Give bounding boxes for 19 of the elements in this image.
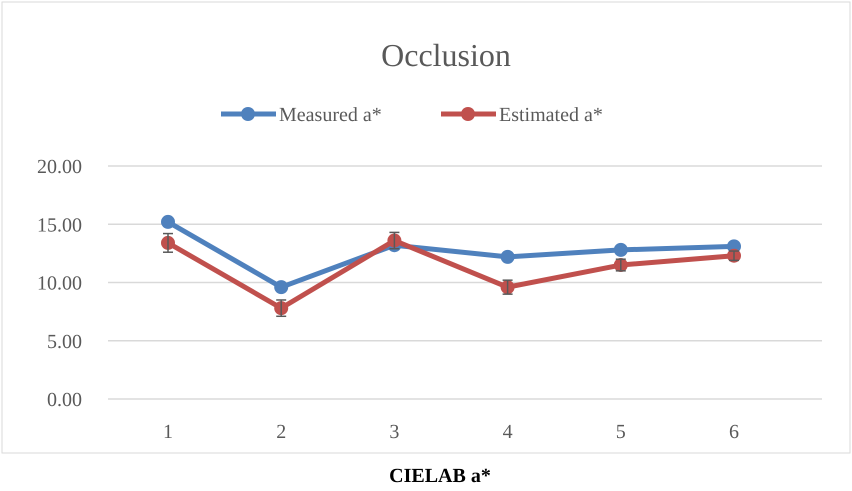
legend-label: Measured a* <box>279 104 382 126</box>
x-tick-label: 1 <box>163 421 173 443</box>
y-tick-label: 0.00 <box>47 389 82 411</box>
y-tick-label: 5.00 <box>47 330 82 353</box>
x-tick-label: 6 <box>729 421 739 443</box>
point <box>500 250 515 264</box>
legend-label: Estimated a* <box>499 104 603 126</box>
point <box>274 280 288 294</box>
point <box>161 214 175 229</box>
x-axis-title: CIELAB a* <box>389 465 491 487</box>
y-tick-label: 20.00 <box>37 156 82 178</box>
chart-title: Occlusion <box>381 37 511 73</box>
y-tick-label: 10.00 <box>37 272 82 294</box>
y-tick-label: 15.00 <box>37 214 82 236</box>
x-tick-label: 2 <box>276 421 286 443</box>
x-tick-label: 5 <box>616 421 626 443</box>
x-tick-label: 4 <box>502 421 513 443</box>
x-tick-label: 3 <box>389 421 400 443</box>
point <box>614 242 628 257</box>
